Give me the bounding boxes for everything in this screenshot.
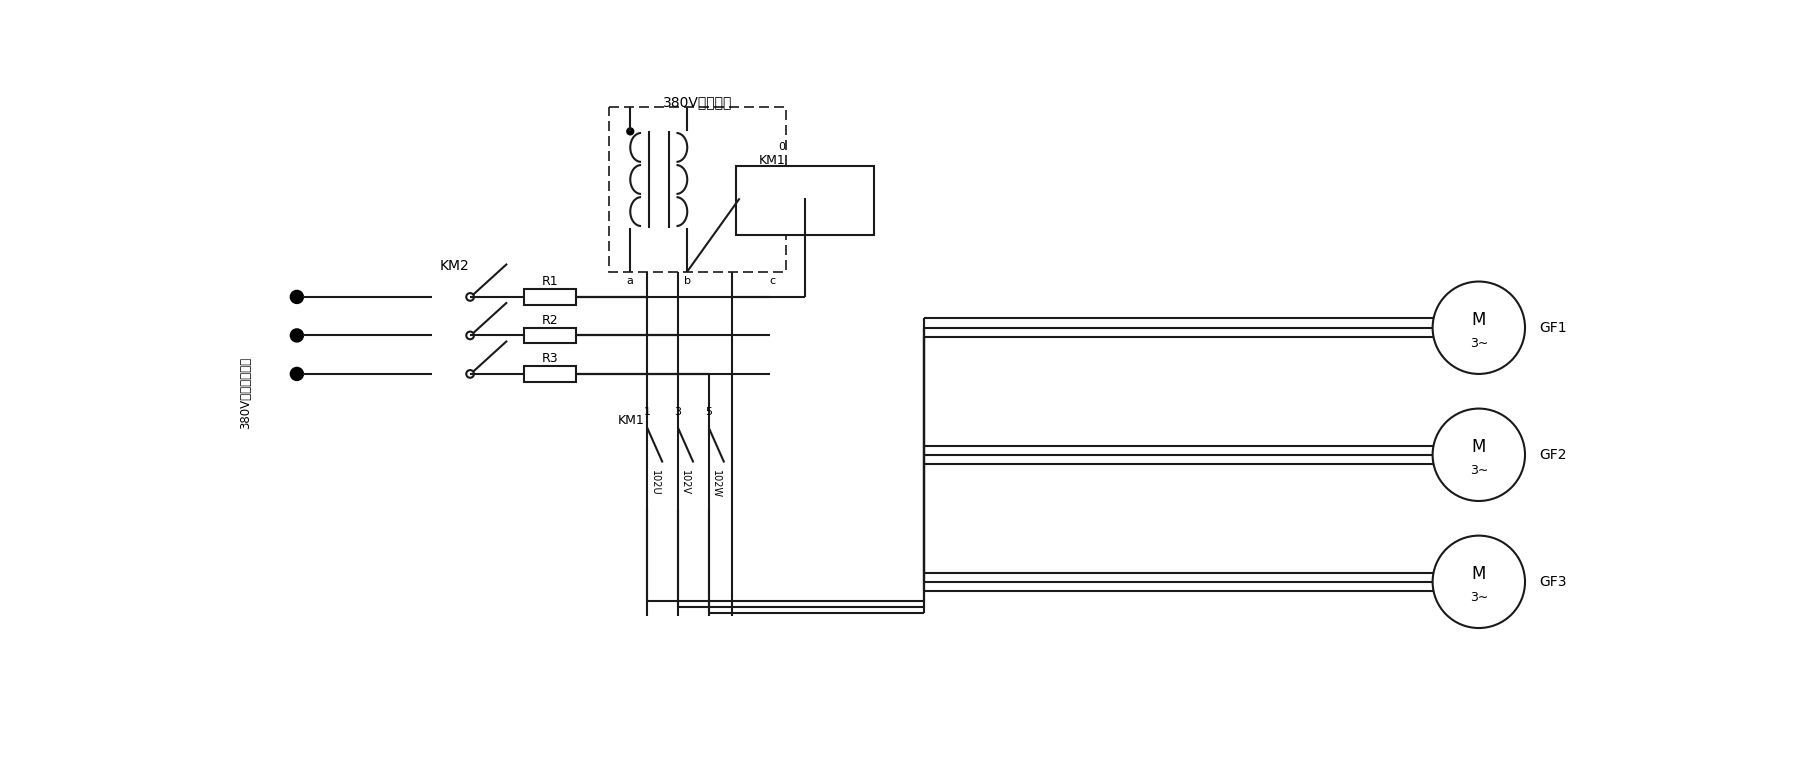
Text: 3∼: 3∼	[1469, 591, 1487, 604]
Circle shape	[1431, 409, 1524, 501]
Text: 1: 1	[644, 407, 651, 417]
Text: 102U: 102U	[649, 470, 658, 496]
Text: 0: 0	[778, 142, 785, 152]
Text: 5: 5	[706, 407, 711, 417]
Text: R3: R3	[542, 352, 559, 365]
Text: 3: 3	[675, 407, 680, 417]
Bar	[524, 327, 577, 343]
Bar	[735, 166, 874, 235]
Text: 102V: 102V	[680, 470, 689, 495]
Bar	[608, 107, 785, 272]
Circle shape	[466, 370, 473, 378]
Text: a: a	[626, 276, 633, 286]
Circle shape	[290, 291, 303, 303]
Text: 380V低压交流电源: 380V低压交流电源	[239, 357, 252, 430]
Text: 380V辅助绕组: 380V辅助绕组	[662, 95, 731, 109]
Text: b: b	[684, 276, 691, 286]
Circle shape	[1431, 282, 1524, 374]
Text: M: M	[1471, 311, 1486, 329]
Text: R1: R1	[542, 275, 559, 288]
Text: M: M	[1471, 565, 1486, 583]
Circle shape	[290, 329, 303, 341]
Circle shape	[1431, 536, 1524, 628]
Text: 3∼: 3∼	[1469, 337, 1487, 350]
Text: GF3: GF3	[1538, 575, 1565, 589]
Text: GF2: GF2	[1538, 448, 1565, 462]
Circle shape	[466, 331, 473, 339]
Circle shape	[628, 128, 633, 135]
Text: c: c	[769, 276, 775, 286]
Text: KM1: KM1	[758, 154, 785, 167]
Text: 102W: 102W	[711, 470, 720, 498]
Circle shape	[466, 293, 473, 301]
Text: 3∼: 3∼	[1469, 464, 1487, 477]
Text: KM1: KM1	[617, 413, 644, 426]
Text: KM2: KM2	[439, 259, 470, 273]
Circle shape	[290, 368, 303, 380]
Bar	[524, 366, 577, 382]
Text: GF1: GF1	[1538, 320, 1565, 334]
Bar	[524, 289, 577, 305]
Text: R2: R2	[542, 313, 559, 327]
Text: M: M	[1471, 438, 1486, 456]
Bar	[756, 183, 787, 211]
Bar	[740, 170, 805, 228]
